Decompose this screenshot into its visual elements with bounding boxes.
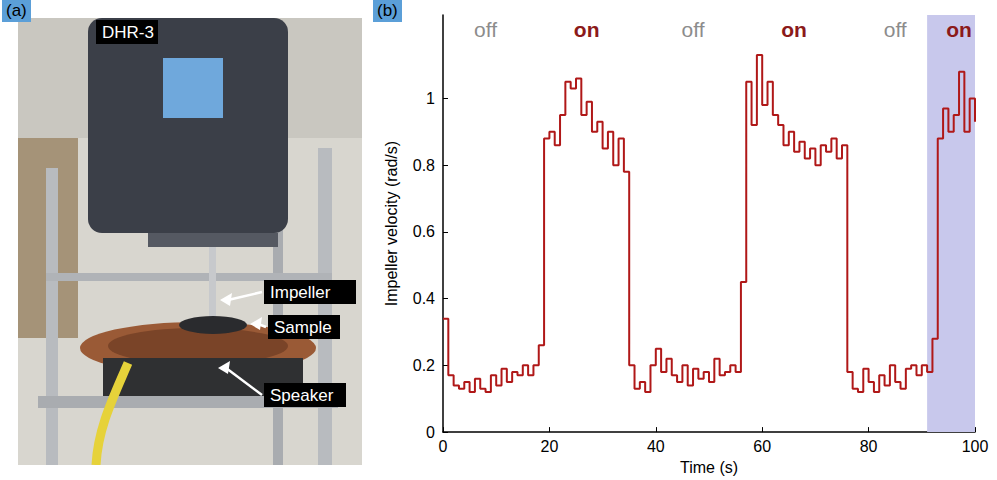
svg-text:0.2: 0.2 [413, 357, 435, 374]
svg-text:60: 60 [753, 438, 771, 455]
svg-text:on: on [574, 18, 600, 41]
svg-text:0.4: 0.4 [413, 290, 435, 307]
svg-text:off: off [884, 18, 907, 41]
svg-text:Impeller: Impeller [270, 283, 331, 302]
svg-text:20: 20 [541, 438, 559, 455]
svg-text:DHR-3: DHR-3 [102, 23, 154, 42]
svg-text:Speaker: Speaker [270, 386, 334, 405]
svg-text:0.6: 0.6 [413, 223, 435, 240]
svg-text:40: 40 [647, 438, 665, 455]
svg-text:off: off [682, 18, 705, 41]
svg-text:0: 0 [439, 438, 448, 455]
svg-text:off: off [474, 18, 497, 41]
svg-text:0.8: 0.8 [413, 157, 435, 174]
svg-text:on: on [781, 18, 807, 41]
svg-text:80: 80 [860, 438, 878, 455]
svg-text:0: 0 [426, 424, 435, 441]
svg-text:Sample: Sample [274, 318, 332, 337]
svg-text:Impeller velocity (rad/s): Impeller velocity (rad/s) [383, 141, 400, 306]
svg-text:1: 1 [426, 90, 435, 107]
svg-text:Time (s): Time (s) [680, 459, 738, 476]
svg-text:on: on [946, 18, 972, 41]
svg-text:100: 100 [962, 438, 989, 455]
html-text:(b): (b) [377, 1, 398, 20]
html-text:(a): (a) [6, 1, 27, 20]
